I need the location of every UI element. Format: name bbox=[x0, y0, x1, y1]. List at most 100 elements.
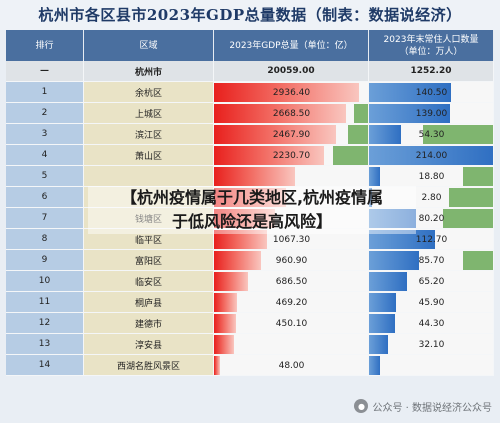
rank-cell: 5 bbox=[6, 166, 84, 187]
rank-cell: 10 bbox=[6, 271, 84, 292]
gdp-value: 1067.30 bbox=[272, 234, 311, 245]
rank-cell: 9 bbox=[6, 250, 84, 271]
gdp-value bbox=[214, 334, 368, 354]
table-row: 6 2.80 bbox=[6, 187, 494, 208]
gdp-cell: 469.20 bbox=[214, 292, 369, 313]
gdp-bar bbox=[214, 293, 238, 312]
gdp-value: 2668.50 bbox=[272, 108, 311, 119]
gdp-bar bbox=[214, 146, 325, 165]
district-cell bbox=[84, 166, 214, 187]
table-row: 14 西湖名胜风景区 48.00 bbox=[6, 355, 494, 376]
pop-value: 65.20 bbox=[418, 276, 445, 287]
header-rank: 排行 bbox=[6, 30, 84, 61]
pop-cell: 214.00 bbox=[369, 145, 494, 166]
gdp-value: 48.00 bbox=[278, 360, 305, 371]
pop-value: 18.80 bbox=[418, 171, 445, 182]
pop-bar bbox=[369, 314, 395, 333]
gdp-value: 469.20 bbox=[275, 297, 308, 308]
gdp-value: 960.90 bbox=[275, 255, 308, 266]
table-row: 11 桐庐县 469.20 45.90 bbox=[6, 292, 494, 313]
gdp-cell: 1067.30 bbox=[214, 229, 369, 250]
gdp-cell: 2668.50 bbox=[214, 103, 369, 124]
pop-highlight bbox=[463, 251, 493, 270]
header-pop: 2023年末常住人口数量（单位：万人） bbox=[369, 30, 494, 61]
gdp-bar bbox=[214, 104, 346, 123]
table-row: 5 18.80 bbox=[6, 166, 494, 187]
district-cell bbox=[84, 187, 214, 208]
district-cell: 淳安县 bbox=[84, 334, 214, 355]
rank-cell: 13 bbox=[6, 334, 84, 355]
pop-value: 54.30 bbox=[418, 129, 445, 140]
gdp-bar bbox=[214, 188, 286, 207]
pop-cell bbox=[369, 355, 494, 376]
pop-bar bbox=[369, 188, 372, 207]
gdp-bar bbox=[214, 272, 248, 291]
gdp-bar bbox=[214, 314, 237, 333]
district-cell: 西湖名胜风景区 bbox=[84, 355, 214, 376]
overlay-line-1: 【杭州疫情属于几类地区,杭州疫情属 bbox=[120, 188, 384, 207]
rank-cell: 14 bbox=[6, 355, 84, 376]
pop-cell: 80.20 bbox=[369, 208, 494, 229]
gdp-cell bbox=[214, 187, 369, 208]
pop-highlight bbox=[463, 167, 493, 186]
pop-bar bbox=[369, 209, 416, 228]
table-row: 2 上城区 2668.50 139.00 bbox=[6, 103, 494, 124]
pop-value: 32.10 bbox=[418, 339, 445, 350]
total-pop: 1252.20 bbox=[369, 61, 494, 82]
total-district: 杭州市 bbox=[84, 61, 214, 82]
district-cell: 余杭区 bbox=[84, 82, 214, 103]
rank-cell: 4 bbox=[6, 145, 84, 166]
pop-cell: 18.80 bbox=[369, 166, 494, 187]
pop-cell: 112.70 bbox=[369, 229, 494, 250]
pop-bar bbox=[369, 272, 408, 291]
gdp-value: 2230.70 bbox=[272, 150, 311, 161]
pop-bar bbox=[369, 125, 401, 144]
district-cell: 建德市 bbox=[84, 313, 214, 334]
data-table: 排行 区域 2023年GDP总量（单位：亿） 2023年末常住人口数量（单位：万… bbox=[6, 30, 494, 423]
pop-cell: 65.20 bbox=[369, 271, 494, 292]
pop-highlight bbox=[423, 125, 493, 144]
gdp-value: 450.10 bbox=[275, 318, 308, 329]
pop-bar bbox=[369, 146, 493, 165]
table-row: 12 建德市 450.10 44.30 bbox=[6, 313, 494, 334]
header-district: 区域 bbox=[84, 30, 214, 61]
rank-cell: 7 bbox=[6, 208, 84, 229]
header-gdp: 2023年GDP总量（单位：亿） bbox=[214, 30, 369, 61]
district-cell: 富阳区 bbox=[84, 250, 214, 271]
pop-cell: 45.90 bbox=[369, 292, 494, 313]
gdp-bar bbox=[214, 335, 234, 354]
rank-cell: 3 bbox=[6, 124, 84, 145]
gdp-bar bbox=[214, 230, 267, 249]
watermark-text: 公众号 · 数据说经济公众号 bbox=[372, 402, 492, 414]
table-row: 10 临安区 686.50 65.20 bbox=[6, 271, 494, 292]
gdp-highlight bbox=[348, 125, 368, 144]
table-row: 3 滨江区 2467.90 54.30 bbox=[6, 124, 494, 145]
gdp-cell: 686.50 bbox=[214, 271, 369, 292]
pop-value: 140.50 bbox=[415, 87, 448, 98]
pop-cell: 54.30 bbox=[369, 124, 494, 145]
district-cell: 临安区 bbox=[84, 271, 214, 292]
table-row: 4 萧山区 2230.70 214.00 bbox=[6, 145, 494, 166]
gdp-value bbox=[214, 166, 368, 186]
overlay-caption: 【杭州疫情属于几类地区,杭州疫情属 于低风险还是高风险】 bbox=[88, 186, 416, 234]
pop-value: 45.90 bbox=[418, 297, 445, 308]
pop-bar bbox=[369, 293, 396, 312]
gdp-cell: 960.90 bbox=[214, 250, 369, 271]
gdp-cell: 2230.70 bbox=[214, 145, 369, 166]
table-row-total: — 杭州市 20059.00 1252.20 bbox=[6, 61, 494, 82]
gdp-value bbox=[214, 187, 368, 207]
pop-bar bbox=[369, 356, 380, 375]
pop-bar bbox=[369, 335, 388, 354]
gdp-bar bbox=[214, 83, 359, 102]
pop-cell: 85.70 bbox=[369, 250, 494, 271]
gdp-bar bbox=[214, 251, 262, 270]
gdp-bar bbox=[214, 125, 336, 144]
district-cell: 钱塘区 bbox=[84, 208, 214, 229]
pop-cell: 2.80 bbox=[369, 187, 494, 208]
gdp-bar bbox=[214, 209, 275, 228]
pop-bar bbox=[369, 83, 452, 102]
pop-bar bbox=[369, 104, 451, 123]
gdp-cell: 450.10 bbox=[214, 313, 369, 334]
rank-cell: 2 bbox=[6, 103, 84, 124]
